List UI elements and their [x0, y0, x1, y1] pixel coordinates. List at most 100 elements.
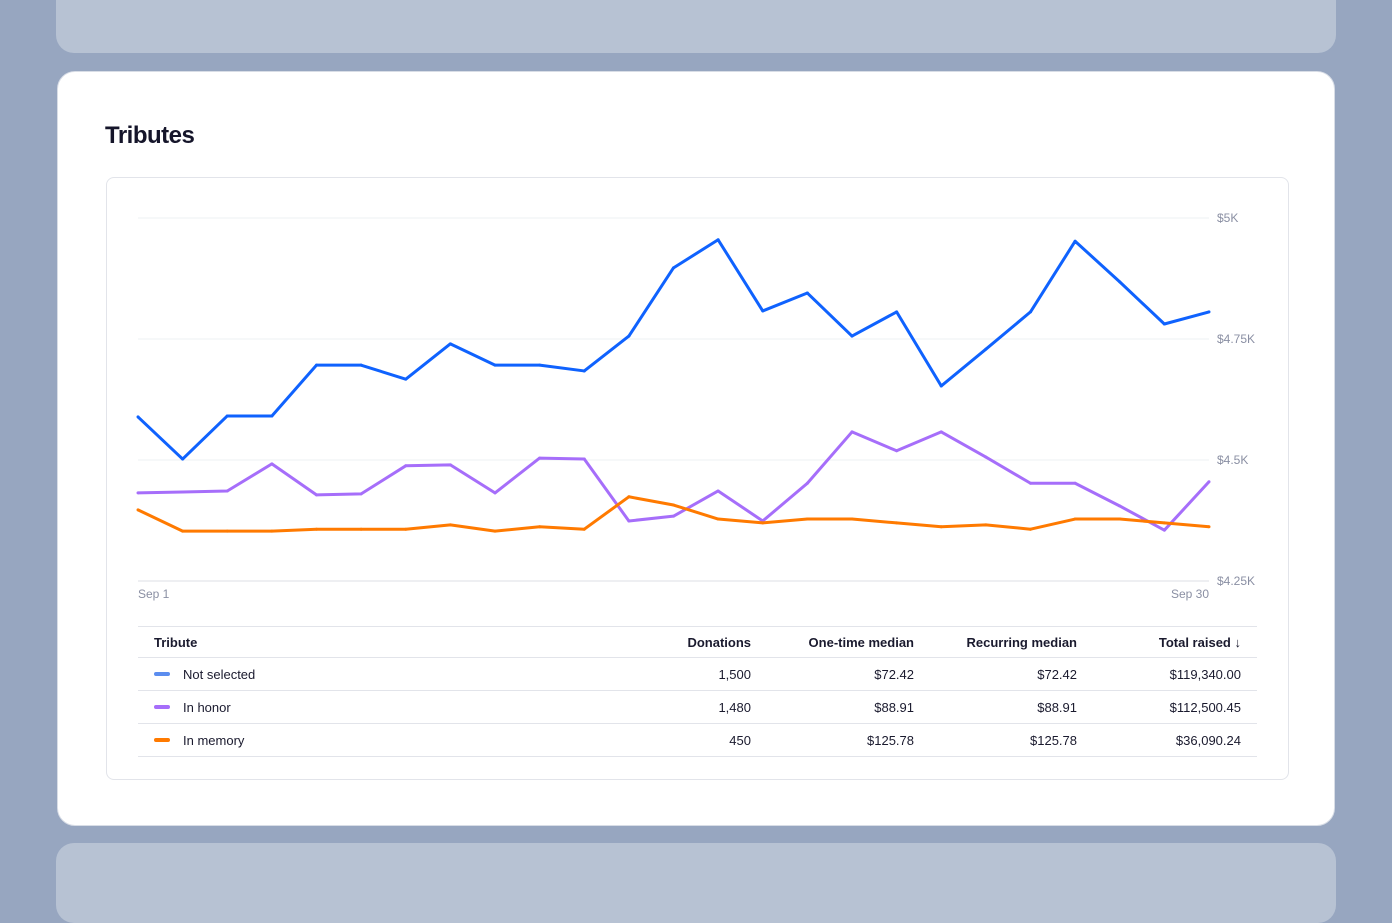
- donations-cell: 1,500: [718, 666, 751, 682]
- data-point: [1073, 239, 1077, 243]
- col-one-time-median[interactable]: One-time median: [808, 634, 914, 650]
- arrow-down-icon: ↓: [1234, 634, 1242, 650]
- data-point: [493, 529, 497, 533]
- data-point: [225, 414, 229, 418]
- tribute-cell: Not selected: [138, 667, 598, 682]
- data-point: [315, 527, 318, 531]
- col-recurring-median[interactable]: Recurring median: [966, 634, 1077, 650]
- col-donations[interactable]: Donations: [687, 634, 751, 650]
- data-point: [359, 492, 363, 496]
- data-point: [1029, 481, 1032, 485]
- data-point: [984, 523, 988, 527]
- data-point: [1162, 528, 1166, 532]
- y-tick-label: $5K: [1217, 211, 1238, 225]
- x-tick-label: Sep 1: [138, 587, 170, 601]
- data-point: [716, 489, 720, 493]
- data-point: [895, 449, 899, 453]
- data-point: [761, 309, 765, 313]
- data-point: [270, 414, 274, 418]
- data-point: [136, 415, 140, 419]
- data-point: [359, 363, 363, 367]
- data-point: [315, 493, 318, 497]
- tribute-name: Not selected: [183, 666, 256, 682]
- next-card: [56, 843, 1336, 923]
- data-point: [805, 481, 809, 485]
- data-point: [315, 363, 318, 367]
- data-point: [538, 456, 542, 460]
- data-point: [1029, 527, 1032, 531]
- series-line-in-memory: [137, 495, 1210, 533]
- recurring-median-cell: $125.78: [1030, 732, 1077, 748]
- data-point: [1073, 481, 1077, 485]
- data-point: [1207, 310, 1211, 314]
- series-line-not-selected: [136, 238, 1210, 461]
- data-point: [493, 491, 497, 495]
- data-point: [404, 377, 408, 381]
- data-point: [404, 527, 408, 531]
- data-point: [136, 508, 140, 512]
- series-swatch: [154, 738, 170, 742]
- recurring-median-cell: $88.91: [1037, 699, 1077, 715]
- data-point: [672, 503, 675, 507]
- data-point: [270, 462, 274, 466]
- data-point: [1073, 517, 1077, 521]
- table-header: Tribute Donations One-time median Recurr…: [138, 626, 1257, 658]
- one-time-median-cell: $72.42: [874, 666, 914, 682]
- data-point: [672, 514, 675, 518]
- previous-card: [56, 0, 1336, 53]
- tribute-cell: In memory: [138, 733, 598, 748]
- data-point: [181, 457, 185, 461]
- col-total-raised[interactable]: Total raised ↓: [1077, 635, 1241, 650]
- data-point: [538, 525, 542, 529]
- donations-cell: 1,480: [718, 699, 751, 715]
- data-point: [225, 529, 229, 533]
- data-point: [984, 347, 988, 351]
- table-row[interactable]: In memory 450 $125.78 $125.78 $36,090.24: [138, 724, 1257, 757]
- data-point: [627, 519, 631, 523]
- tribute-name: In honor: [183, 699, 231, 715]
- col-tribute[interactable]: Tribute: [154, 634, 198, 650]
- data-point: [627, 334, 631, 338]
- data-point: [582, 457, 586, 461]
- data-point: [493, 363, 497, 367]
- data-point: [1118, 280, 1122, 284]
- table-row[interactable]: Not selected 1,500 $72.42 $72.42 $119,34…: [138, 658, 1257, 691]
- data-point: [1207, 480, 1211, 484]
- data-point: [136, 491, 140, 495]
- data-point: [939, 525, 943, 529]
- recurring-median-cell: $72.42: [1037, 666, 1077, 682]
- data-point: [895, 310, 899, 314]
- chart-panel: $4.25K $4.5K $4.75K $5K Sep 1 Sep 30 Tribute …: [106, 177, 1289, 780]
- data-point: [181, 490, 185, 494]
- one-time-median-cell: $125.78: [867, 732, 914, 748]
- series-swatch: [154, 672, 170, 676]
- data-point: [1118, 517, 1122, 521]
- y-tick-label: $4.25K: [1217, 574, 1255, 588]
- donations-cell: 450: [729, 732, 751, 748]
- data-point: [448, 523, 452, 527]
- data-point: [850, 430, 854, 434]
- data-point: [805, 517, 809, 521]
- tributes-table: Tribute Donations One-time median Recurr…: [138, 626, 1257, 757]
- data-point: [359, 527, 363, 531]
- y-tick-label: $4.5K: [1217, 453, 1248, 467]
- tribute-name: In memory: [183, 732, 245, 748]
- data-point: [939, 384, 943, 388]
- data-point: [850, 517, 854, 521]
- data-point: [448, 463, 452, 467]
- total-raised-cell: $36,090.24: [1175, 732, 1241, 748]
- total-raised-cell: $119,340.00: [1169, 666, 1241, 682]
- data-point: [716, 517, 720, 521]
- data-point: [984, 455, 988, 459]
- tribute-cell: In honor: [138, 700, 598, 715]
- data-point: [181, 529, 185, 533]
- data-point: [805, 291, 809, 295]
- data-point: [1207, 525, 1211, 529]
- one-time-median-cell: $88.91: [874, 699, 914, 715]
- table-row[interactable]: In honor 1,480 $88.91 $88.91 $112,500.45: [138, 691, 1257, 724]
- col-total-raised-label: Total raised: [1158, 634, 1231, 650]
- data-point: [716, 238, 720, 242]
- tributes-card: Tributes $4.25K $4.5K $4.75K $5K Sep 1 Sep 30…: [57, 71, 1335, 826]
- data-point: [1118, 504, 1122, 508]
- data-point: [582, 369, 586, 373]
